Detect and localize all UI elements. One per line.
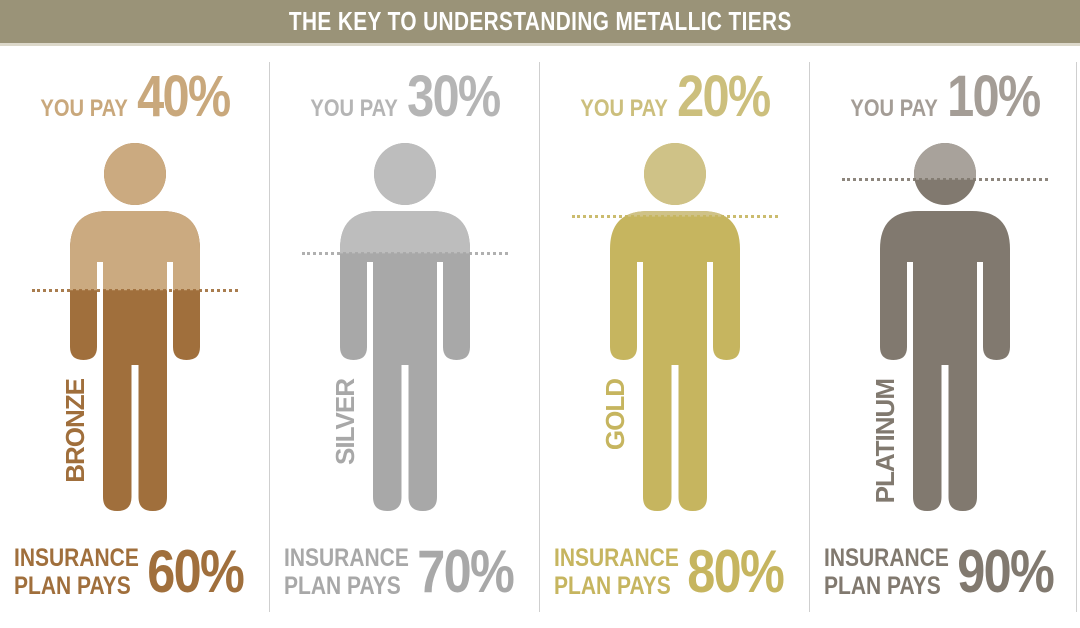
tier-name-label: PLATINUM [870,379,900,504]
pay-split-dotted-line [842,178,1048,181]
pay-split-dotted-line [572,215,778,218]
you-pay-value: 30% [407,64,501,129]
insurance-pays-value: 80% [687,538,785,605]
you-pay-row: YOU PAY 20% [562,63,789,129]
insurance-label-line2: PLAN PAYS [14,571,131,600]
insurance-pays-row: INSURANCE PLAN PAYS 70% [284,537,515,606]
tier-column-gold: YOU PAY 20% GOLD INSURANCE PLAN PAYS 80% [540,49,810,628]
person-icon [610,143,740,511]
person-figure-platinum: PLATINUM [842,143,1048,511]
tier-column-silver: YOU PAY 30% SILVER INSURANCE PLAN PAYS 7… [270,49,540,628]
insurance-pays-row: INSURANCE PLAN PAYS 90% [824,537,1055,606]
tier-column-platinum: YOU PAY 10% PLATINUM INSURANCE PLAN PAYS… [810,49,1080,628]
person-figure-gold: GOLD [572,143,778,511]
you-pay-value: 40% [137,64,231,129]
insurance-pays-row: INSURANCE PLAN PAYS 80% [554,537,785,606]
insurance-pays-label: INSURANCE PLAN PAYS [824,544,949,600]
column-divider [1076,62,1077,612]
insurance-label-line1: INSURANCE [824,543,949,572]
tier-column-bronze: YOU PAY 40% BRONZE INSURANCE PLAN PAYS 6… [0,49,270,628]
you-pay-value: 10% [947,64,1041,129]
insurance-label-line1: INSURANCE [14,543,139,572]
column-divider [539,62,540,612]
person-figure-silver: SILVER [302,143,508,511]
insurance-pays-row: INSURANCE PLAN PAYS 60% [14,537,245,606]
you-pay-label: YOU PAY [40,95,128,122]
you-pay-label: YOU PAY [850,95,938,122]
you-pay-label: YOU PAY [580,95,668,122]
tier-name-label: BRONZE [60,379,90,483]
insurance-label-line2: PLAN PAYS [554,571,671,600]
insurance-pays-label: INSURANCE PLAN PAYS [284,544,409,600]
tier-columns: YOU PAY 40% BRONZE INSURANCE PLAN PAYS 6… [0,49,1080,628]
insurance-pays-label: INSURANCE PLAN PAYS [14,544,139,600]
tier-name-label: GOLD [600,379,630,451]
you-pay-row: YOU PAY 10% [832,63,1059,129]
tier-name-label: SILVER [330,379,360,465]
page-title: THE KEY TO UNDERSTANDING METALLIC TIERS [288,6,792,36]
insurance-label-line1: INSURANCE [284,543,409,572]
insurance-label-line2: PLAN PAYS [824,571,941,600]
insurance-pays-label: INSURANCE PLAN PAYS [554,544,679,600]
insurance-pays-value: 90% [957,538,1055,605]
you-pay-value: 20% [677,64,771,129]
you-pay-row: YOU PAY 30% [292,63,519,129]
you-pay-label: YOU PAY [310,95,398,122]
insurance-pays-value: 70% [417,538,515,605]
person-figure-bronze: BRONZE [32,143,238,511]
insurance-label-line1: INSURANCE [554,543,679,572]
pay-split-dotted-line [32,289,238,292]
insurance-pays-value: 60% [147,538,245,605]
insurance-label-line2: PLAN PAYS [284,571,401,600]
column-divider [269,62,270,612]
pay-split-dotted-line [302,252,508,255]
column-divider [809,62,810,612]
you-pay-row: YOU PAY 40% [22,63,249,129]
header-bar: THE KEY TO UNDERSTANDING METALLIC TIERS [0,0,1080,46]
